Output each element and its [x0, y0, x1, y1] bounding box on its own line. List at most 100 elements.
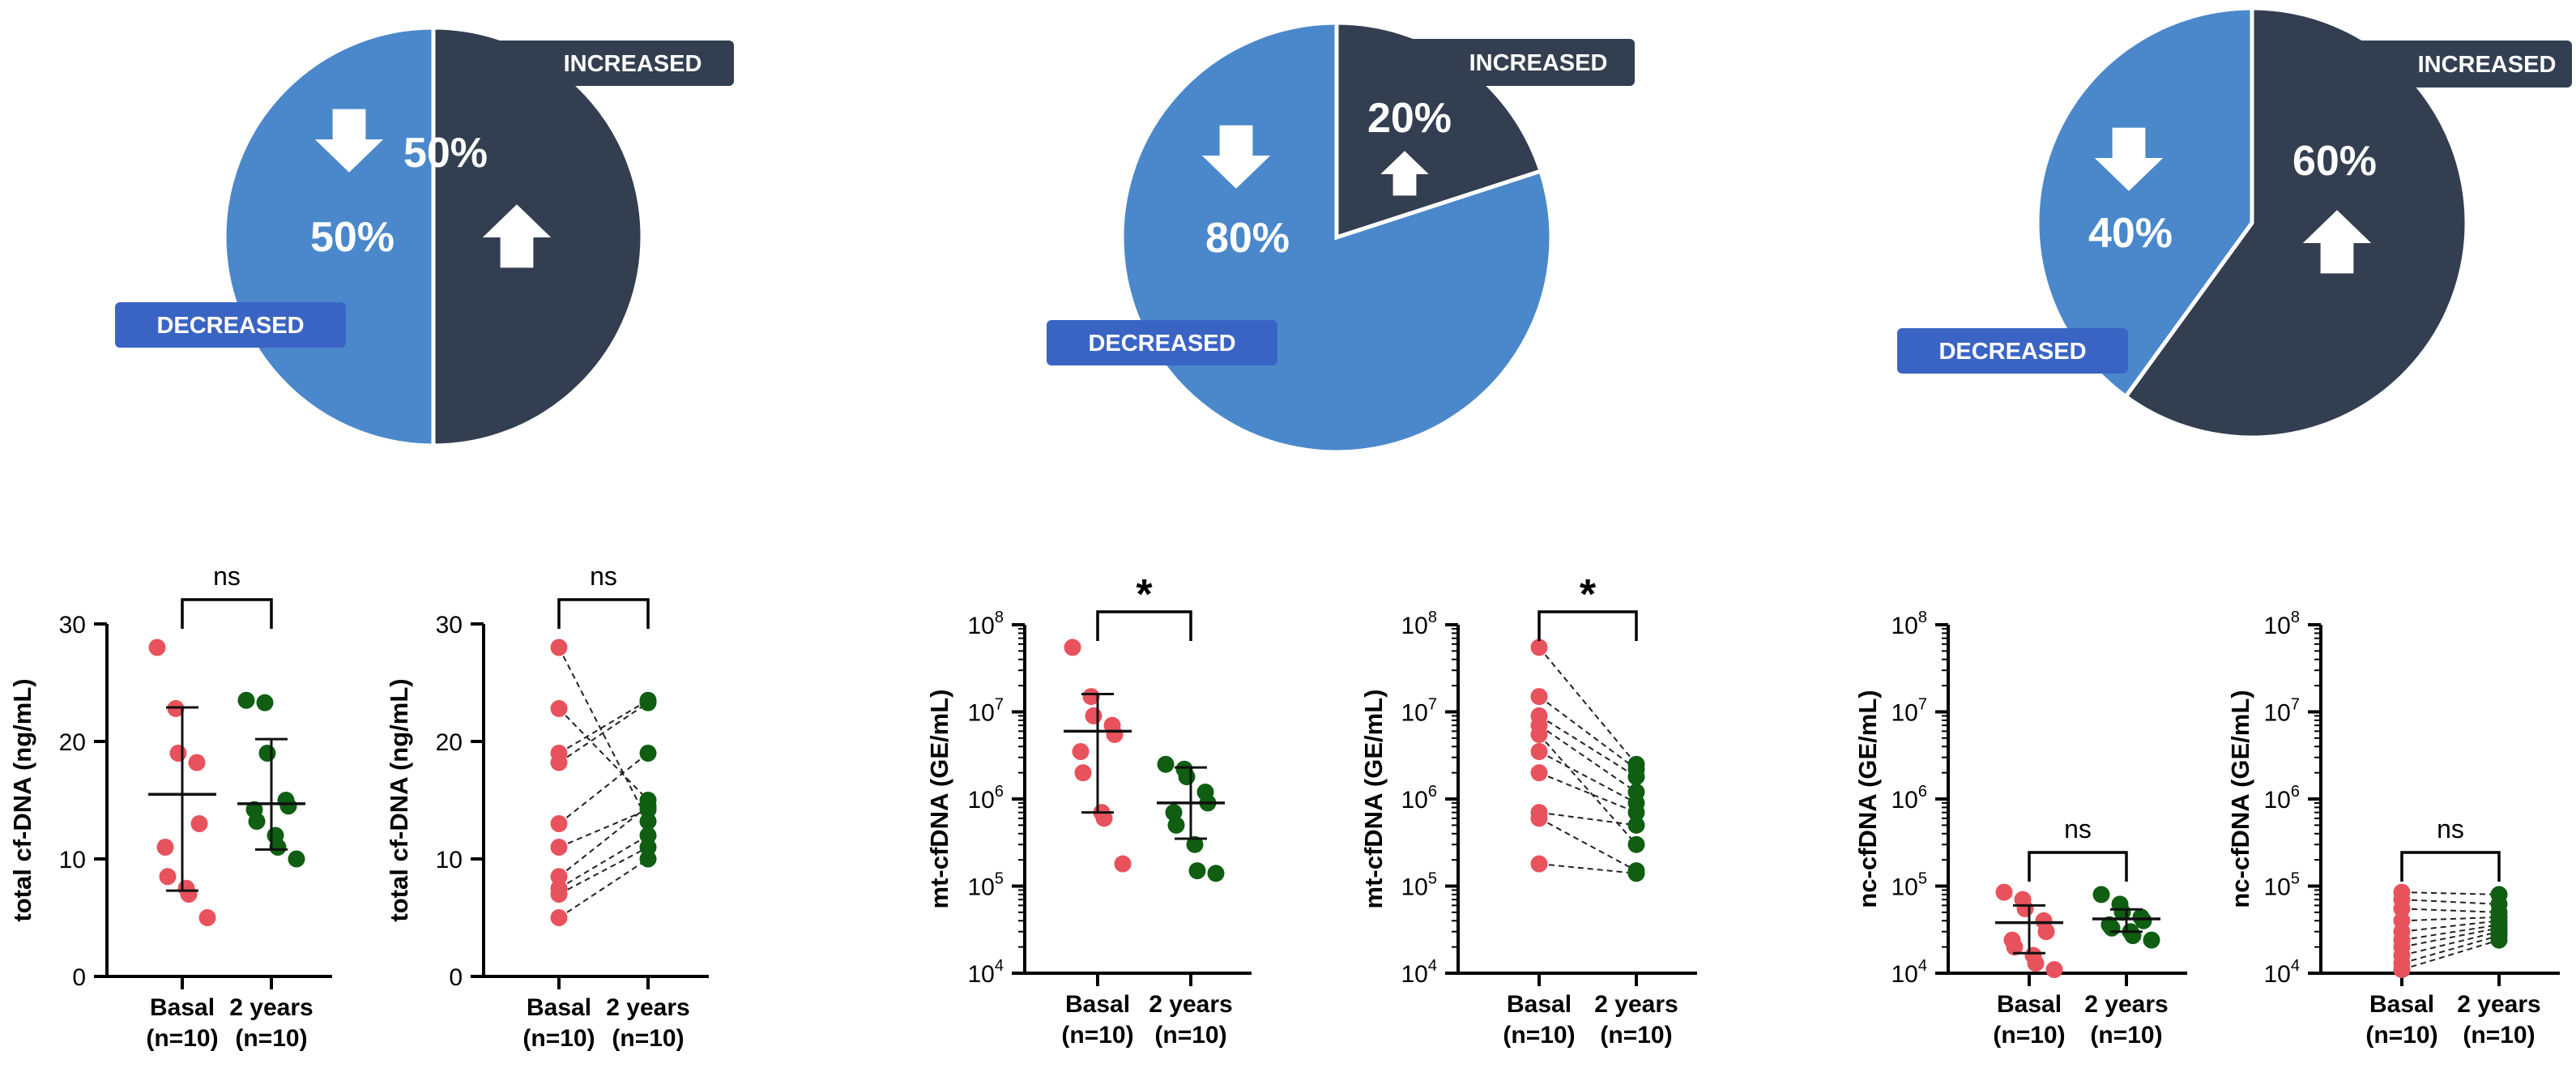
- two-years-point: [1167, 816, 1185, 834]
- two-years-point: [639, 839, 657, 856]
- basal-point: [169, 745, 187, 762]
- x-tick-label-n: (n=10): [1061, 1022, 1133, 1049]
- pair-line: [1538, 817, 1637, 872]
- pie-chart-1: 50%50% INCREASED DECREASED: [115, 25, 734, 448]
- pair-line: [2401, 916, 2500, 922]
- pie-label-increased-value: 50%: [403, 130, 488, 177]
- x-tick-label-n: (n=10): [1503, 1022, 1575, 1049]
- pie-label-decreased-value: 80%: [1205, 215, 1290, 262]
- basal-point: [1995, 883, 2013, 901]
- significance-bracket: [2028, 851, 2128, 882]
- pair-line: [558, 858, 649, 919]
- y-tick-label: 108: [1401, 609, 1438, 639]
- significance-label: *: [1136, 571, 1153, 618]
- x-tick-label: 2 years: [1594, 991, 1678, 1018]
- basal-point: [156, 839, 174, 856]
- y-tick-label: 106: [1891, 783, 1928, 814]
- basal-point: [550, 699, 568, 717]
- pie-label-decreased-value: 50%: [310, 214, 395, 261]
- x-tick-label: Basal: [1507, 991, 1572, 1018]
- significance-bracket: [557, 598, 650, 629]
- y-tick-label: 20: [59, 729, 86, 756]
- x-tick-label: Basal: [527, 994, 591, 1021]
- decreased-label-box: [1047, 320, 1277, 365]
- y-tick-label: 20: [436, 729, 463, 756]
- basal-point: [1072, 743, 1090, 761]
- two-years-point: [639, 813, 657, 831]
- y-tick-label: 105: [968, 870, 1004, 901]
- basal-point: [148, 639, 166, 656]
- x-tick-label: Basal: [1997, 991, 2062, 1018]
- y-tick-label: 105: [1401, 870, 1438, 901]
- basal-point: [550, 886, 568, 903]
- x-tick-label-n: (n=10): [612, 1025, 684, 1052]
- arrow-down-icon: [2094, 127, 2164, 191]
- x-tick-label-n: (n=10): [522, 1025, 595, 1052]
- significance-bracket: [1537, 610, 1638, 641]
- x-tick-label-n: (n=10): [2463, 1022, 2535, 1049]
- y-axis-label: mt-cfDNA (GE/mL): [925, 690, 953, 909]
- two-years-point: [1627, 768, 1645, 786]
- significance-label: ns: [590, 562, 617, 591]
- increased-label-box: [1393, 39, 1635, 86]
- basal-point: [1530, 855, 1548, 873]
- pair-line: [1538, 647, 1637, 765]
- y-tick-label: 10: [59, 847, 86, 874]
- x-tick-label-n: (n=10): [235, 1025, 307, 1052]
- pair-line: [2401, 939, 2500, 971]
- basal-point: [1106, 725, 1124, 743]
- basal-point: [2027, 955, 2045, 972]
- two-years-point: [258, 745, 276, 762]
- basal-point: [2045, 961, 2063, 979]
- basal-point: [188, 754, 206, 771]
- basal-point: [1074, 764, 1092, 782]
- dot-plot-5: 104 105 106 107 108 Basal (n=10) 2 years (n=10) n…: [1853, 609, 2187, 1049]
- pair-line: [2401, 927, 2500, 948]
- pair-line: [2401, 899, 2500, 905]
- basal-point: [1530, 688, 1548, 706]
- basal-point: [2016, 899, 2034, 917]
- two-years-point: [1627, 835, 1645, 853]
- pair-line: [2401, 908, 2500, 913]
- two-years-point: [1157, 755, 1175, 773]
- two-years-point: [279, 797, 297, 815]
- significance-bracket: [181, 598, 273, 629]
- y-tick-label: 30: [436, 612, 463, 639]
- pair-line: [1538, 733, 1637, 845]
- two-years-point: [639, 745, 657, 762]
- pair-line: [1538, 771, 1637, 814]
- basal-point: [2006, 938, 2024, 956]
- y-axis-label: nc-cfDNA (GE/mL): [1853, 690, 1882, 908]
- y-tick-label: 105: [1891, 870, 1928, 901]
- x-tick-label: 2 years: [2084, 991, 2168, 1018]
- two-years-point: [1165, 804, 1183, 822]
- y-tick-label: 106: [968, 783, 1004, 814]
- decreased-label: DECREASED: [1938, 339, 2086, 365]
- basal-point: [159, 868, 177, 886]
- basal-point: [190, 815, 208, 832]
- significance-label: ns: [213, 562, 241, 591]
- dot-plot-4: 104 105 106 107 108 Basal (n=10) 2 years (n=10) m…: [1359, 571, 1697, 1049]
- y-tick-label: 104: [2264, 957, 2301, 988]
- pair-line: [1538, 811, 1637, 827]
- two-years-point: [2143, 931, 2160, 949]
- y-tick-label: 105: [2264, 870, 2301, 901]
- dot-plot-3: 104 105 106 107 108 Basal (n=10) 2 years (n=10) m…: [925, 571, 1252, 1049]
- basal-point: [1064, 639, 1081, 656]
- y-tick-label: 107: [968, 696, 1004, 727]
- basal-point: [550, 639, 568, 656]
- x-tick-label-n: (n=10): [1154, 1022, 1226, 1049]
- pair-line: [1538, 724, 1637, 793]
- x-tick-label-n: (n=10): [1993, 1022, 2065, 1049]
- pie-label-decreased-value: 40%: [2088, 210, 2173, 257]
- y-tick-label: 104: [1401, 957, 1438, 988]
- y-tick-label: 106: [2264, 783, 2301, 814]
- x-tick-label: Basal: [150, 994, 215, 1021]
- y-tick-label: 10: [436, 847, 463, 874]
- y-axis-label: total cf-DNA (ng/mL): [8, 678, 36, 921]
- x-tick-label: 2 years: [2457, 991, 2540, 1018]
- increased-label-box: [483, 41, 734, 86]
- two-years-point: [1186, 835, 1204, 853]
- significance-bracket: [1096, 610, 1192, 641]
